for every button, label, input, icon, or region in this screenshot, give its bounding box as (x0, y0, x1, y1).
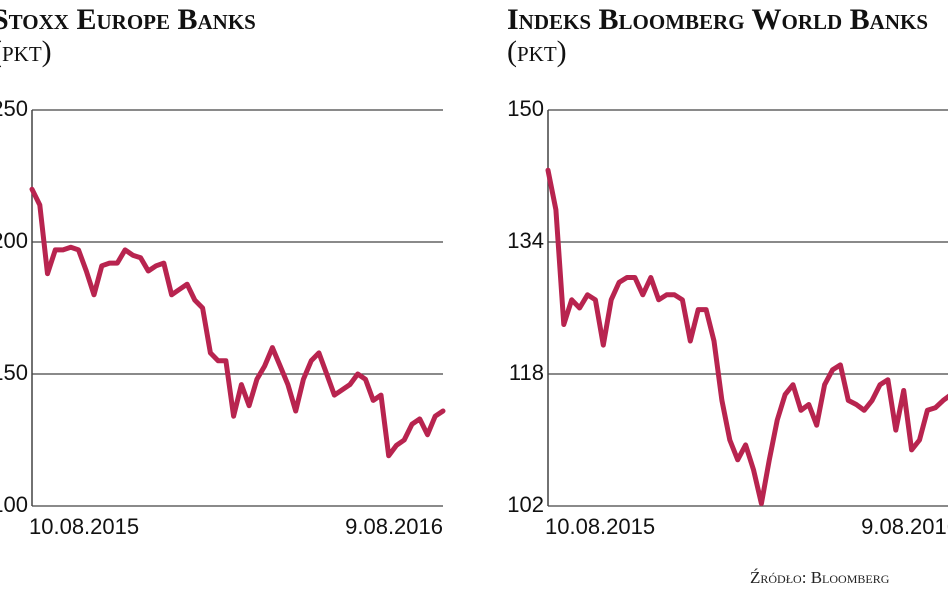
y-tick-label: 134 (507, 228, 544, 253)
chart-title: Indeks Bloomberg World Banks (507, 3, 929, 36)
x-tick-label: 10.08.2015 (29, 514, 139, 539)
data-line (545, 167, 948, 506)
x-tick-label: 9.08.2016 (345, 514, 443, 539)
chart-title-block: Indeks Bloomberg World Banks (pkt) (507, 4, 948, 68)
source-note: Źródło: Bloomberg (750, 568, 890, 587)
y-tick-label: 118 (509, 360, 544, 385)
y-tick-label: 100 (0, 492, 28, 517)
chart-title: Stoxx Europe Banks (0, 3, 256, 36)
data-line (29, 186, 446, 459)
chart-title-block: Stoxx Europe Banks(pkt) (0, 4, 432, 68)
y-tick-label: 200 (0, 228, 28, 253)
y-tick-label: 250 (0, 96, 28, 121)
y-tick-label: 102 (507, 492, 544, 517)
y-tick-label: 150 (507, 96, 544, 121)
chart-subtitle: (pkt) (0, 35, 52, 68)
y-tick-label: 150 (0, 360, 28, 385)
chart-subtitle: (pkt) (507, 35, 567, 68)
x-tick-label: 9.08.2016 (861, 514, 948, 539)
x-tick-label: 10.08.2015 (545, 514, 655, 539)
